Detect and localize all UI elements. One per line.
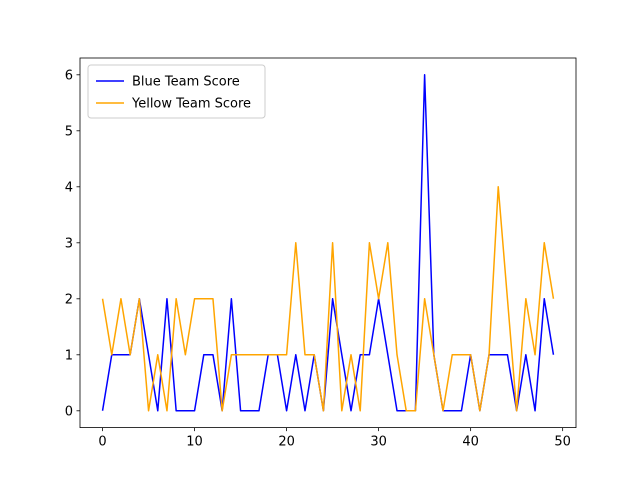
x-tick-label: 20 bbox=[278, 435, 295, 450]
y-tick-label: 0 bbox=[65, 404, 73, 419]
x-tick-label: 40 bbox=[462, 435, 479, 450]
series-line-yellow-team bbox=[101, 186, 555, 412]
axes-layer: 0 10 20 30 40 50 0 1 2 3 4 5 6 bbox=[65, 57, 577, 450]
x-tick-label: 10 bbox=[186, 435, 203, 450]
y-tick-label: 5 bbox=[65, 124, 73, 139]
series-layer bbox=[101, 74, 555, 412]
y-tick-label: 3 bbox=[65, 236, 73, 251]
x-tick-label: 50 bbox=[554, 435, 571, 450]
legend-box bbox=[87, 64, 266, 119]
y-tick-label: 6 bbox=[65, 68, 73, 83]
legend-label: Yellow Team Score bbox=[131, 97, 251, 112]
x-tick-label: 0 bbox=[98, 435, 106, 450]
y-tick-label: 4 bbox=[65, 180, 73, 195]
y-tick-label: 1 bbox=[65, 348, 73, 363]
y-tick-label: 2 bbox=[65, 292, 73, 307]
plot-area bbox=[80, 58, 576, 428]
x-tick-label: 30 bbox=[370, 435, 387, 450]
legend-label: Blue Team Score bbox=[132, 75, 240, 90]
legend: Blue Team Score Yellow Team Score bbox=[87, 64, 266, 119]
